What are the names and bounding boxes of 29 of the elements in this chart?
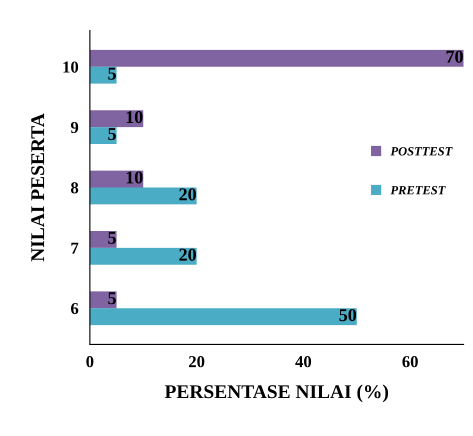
data-label: 10 <box>126 110 143 124</box>
legend-label: POSTTEST <box>390 147 453 156</box>
data-label: 5 <box>108 128 116 140</box>
y-tick-label: 7 <box>71 242 78 254</box>
legend-label: PRETEST <box>390 186 446 194</box>
x-axis-title: PERSENTASE NILAI (%) <box>164 384 388 402</box>
data-label: 5 <box>108 292 116 304</box>
data-label: 5 <box>108 68 116 80</box>
bar <box>90 248 197 265</box>
x-tick-label: 40 <box>295 356 312 368</box>
bar <box>90 187 197 204</box>
x-tick-label: 20 <box>189 356 204 368</box>
bar <box>90 170 144 188</box>
y-tick-label: 8 <box>70 182 78 194</box>
y-tick-label: 10 <box>63 61 78 73</box>
data-label: 50 <box>339 309 356 322</box>
data-label: 5 <box>108 232 116 244</box>
y-axis-title: NILAI PESERTA <box>31 113 44 262</box>
y-tick-label: 9 <box>70 122 78 134</box>
data-label: 20 <box>179 188 196 200</box>
bar <box>90 308 357 326</box>
data-label: 20 <box>179 248 196 261</box>
bar <box>90 50 464 67</box>
x-tick-label: 60 <box>402 356 418 368</box>
data-label: 70 <box>446 50 463 63</box>
y-tick-label: 6 <box>70 302 78 314</box>
data-label: 10 <box>126 171 143 184</box>
x-tick-label: 0 <box>86 356 94 368</box>
bar <box>90 110 144 128</box>
